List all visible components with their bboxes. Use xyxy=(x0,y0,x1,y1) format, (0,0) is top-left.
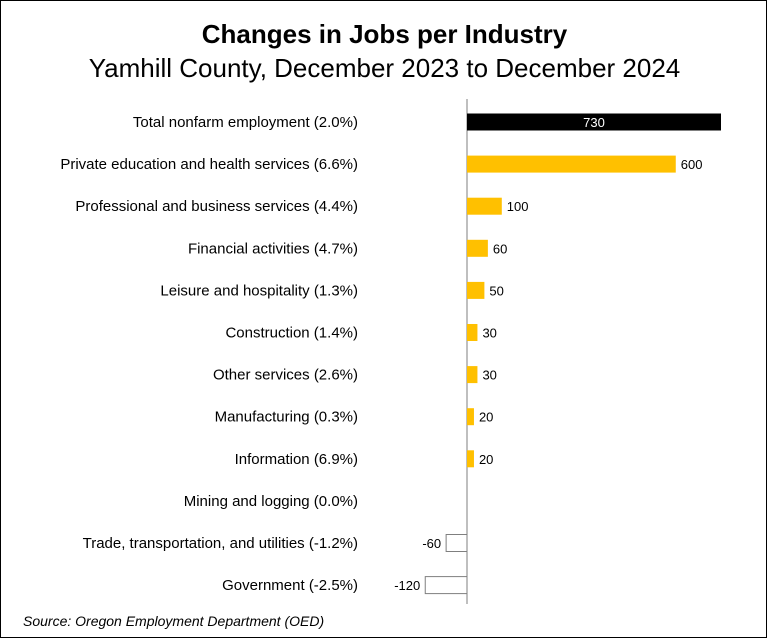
chart-title: Changes in Jobs per Industry xyxy=(201,19,568,49)
category-label: Trade, transportation, and utilities (-1… xyxy=(83,535,358,552)
category-label: Information (6.9%) xyxy=(235,451,358,468)
category-label: Other services (2.6%) xyxy=(213,367,358,384)
bar xyxy=(467,197,502,215)
category-label: Manufacturing (0.3%) xyxy=(215,409,358,426)
bar xyxy=(467,155,676,173)
data-label: 50 xyxy=(489,283,503,298)
data-label: 730 xyxy=(583,115,605,130)
data-label: 60 xyxy=(493,241,507,256)
bar-negative xyxy=(445,534,468,552)
category-label: Private education and health services (6… xyxy=(60,156,358,173)
data-label: 20 xyxy=(479,410,493,425)
data-label: -120 xyxy=(394,578,420,593)
bar xyxy=(467,366,478,384)
data-label: 100 xyxy=(507,199,529,214)
category-label: Government (-2.5%) xyxy=(222,577,358,594)
bar-total xyxy=(467,113,721,131)
bar xyxy=(467,239,488,257)
data-label: 30 xyxy=(482,368,496,383)
category-label: Total nonfarm employment (2.0%) xyxy=(133,114,358,131)
data-label: -60 xyxy=(422,536,441,551)
bar xyxy=(467,324,478,341)
bar xyxy=(467,450,474,468)
category-label: Professional and business services (4.4%… xyxy=(75,198,358,215)
chart-subtitle: Yamhill County, December 2023 to Decembe… xyxy=(88,53,681,83)
source-note: Source: Oregon Employment Department (OE… xyxy=(23,613,325,629)
data-label: 30 xyxy=(482,326,496,341)
category-label: Construction (1.4%) xyxy=(225,325,358,342)
bar xyxy=(467,281,485,299)
category-label: Financial activities (4.7%) xyxy=(188,240,358,257)
bar xyxy=(467,408,474,426)
category-label: Leisure and hospitality (1.3%) xyxy=(160,282,358,299)
data-label: 20 xyxy=(479,452,493,467)
bar-negative xyxy=(424,576,468,595)
data-label: 600 xyxy=(681,157,703,172)
category-label: Mining and logging (0.0%) xyxy=(184,493,358,510)
